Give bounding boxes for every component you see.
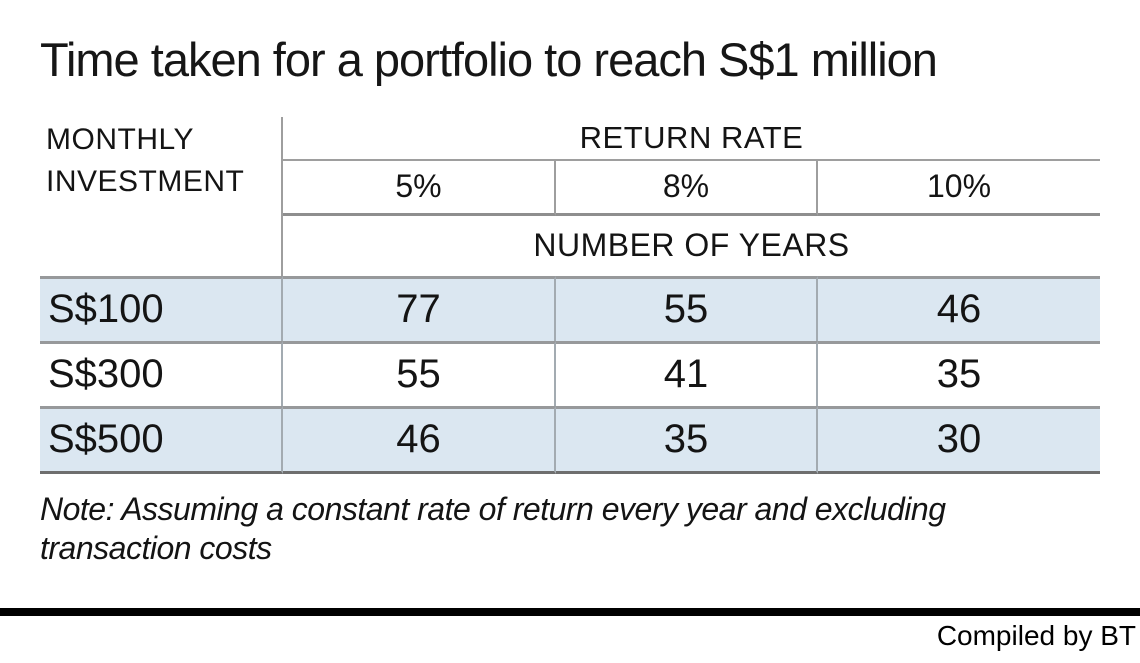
row-header-cell: MONTHLY INVESTMENT	[40, 116, 283, 276]
cell-value: 35	[556, 405, 818, 474]
footnote: Note: Assuming a constant rate of return…	[40, 490, 946, 566]
cell-value: 41	[556, 340, 818, 406]
page-title: Time taken for a portfolio to reach S$1 …	[40, 33, 938, 86]
column-header-10pct: 10%	[818, 161, 1100, 216]
cell-value: 46	[283, 405, 556, 474]
credit-line: Compiled by BT	[936, 620, 1136, 651]
content-area: Time taken for a portfolio to reach S$1 …	[40, 33, 1100, 566]
data-table: MONTHLY INVESTMENT RETURN RATE 5% 8% 10%…	[40, 116, 1100, 474]
cell-value: 30	[818, 405, 1100, 474]
row-label: S$300	[40, 340, 283, 406]
column-group-header: RETURN RATE	[283, 117, 1100, 161]
row-label: S$500	[40, 405, 283, 474]
cell-value: 46	[818, 275, 1100, 341]
column-header-5pct: 5%	[283, 160, 556, 216]
row-label: S$100	[40, 275, 283, 341]
cell-value: 55	[283, 340, 556, 406]
unit-header: NUMBER OF YEARS	[533, 227, 850, 264]
column-header-8pct: 8%	[556, 160, 818, 216]
cell-value: 35	[818, 340, 1100, 406]
cell-value: 55	[556, 275, 818, 341]
footer-divider	[0, 608, 1140, 616]
cell-value: 77	[283, 275, 556, 341]
